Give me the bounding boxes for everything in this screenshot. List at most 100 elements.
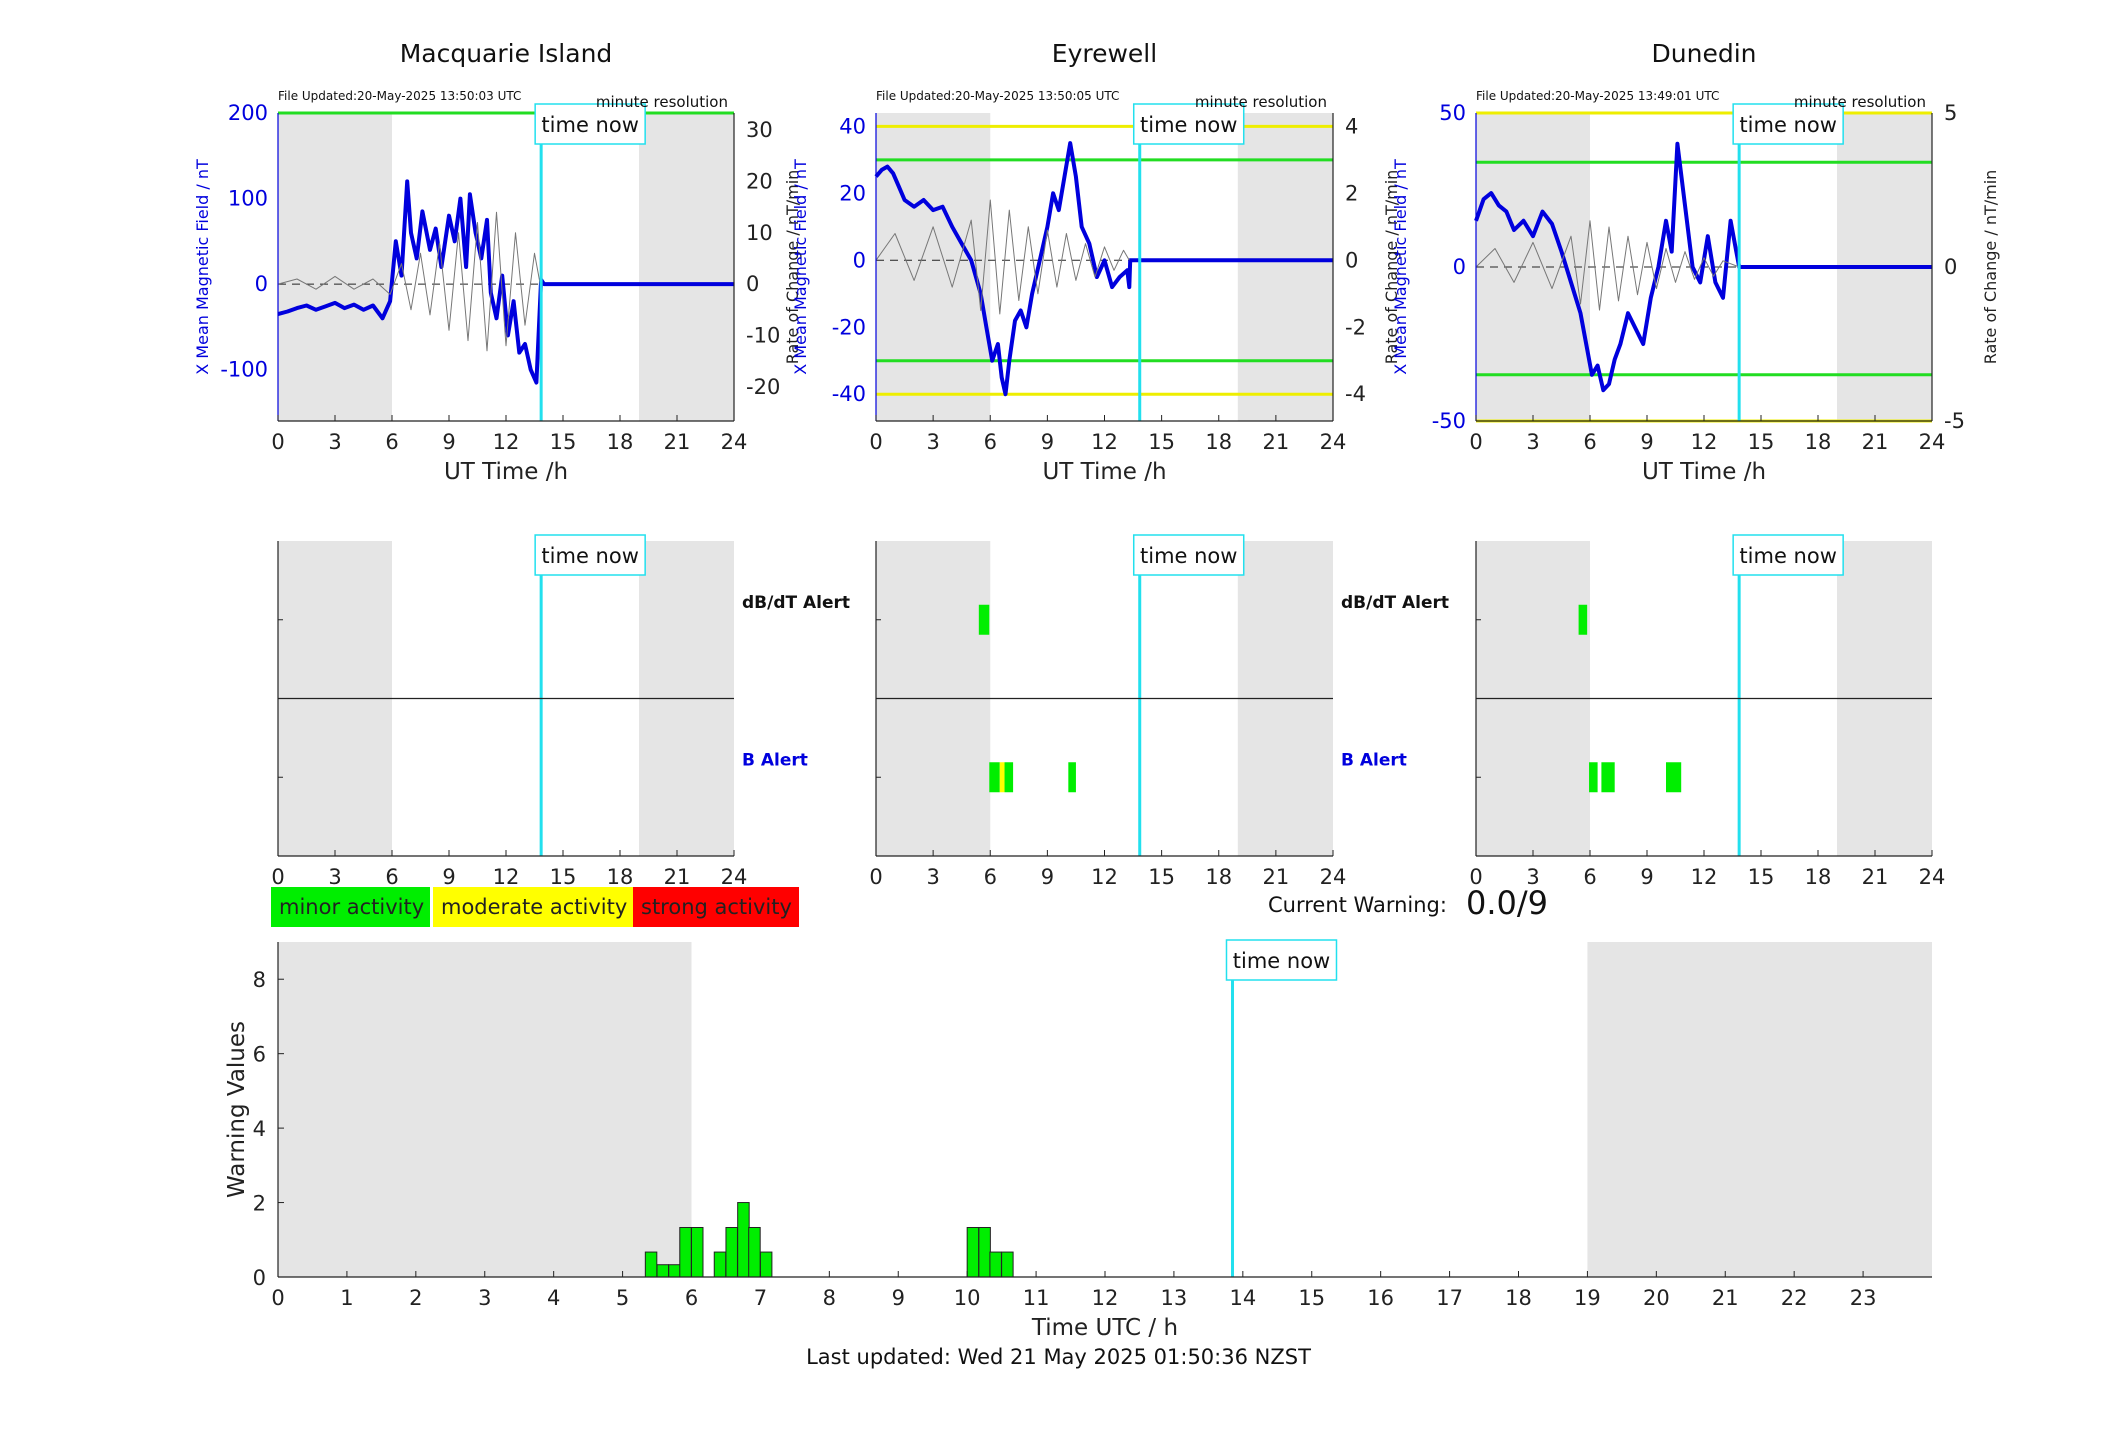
resolution-label: minute resolution <box>1195 93 1327 111</box>
y-tick-label: 4 <box>253 1117 266 1141</box>
y-right-tick-label: 4 <box>1345 114 1358 138</box>
night-shading <box>278 942 692 1277</box>
x-tick-label: 3 <box>478 1286 491 1310</box>
x-tick-label: 18 <box>1805 430 1832 454</box>
y-right-tick-label: 10 <box>746 221 773 245</box>
warning-bar <box>713 1251 727 1278</box>
y-right-tick-label: -10 <box>746 323 780 347</box>
x-tick-label: 3 <box>328 430 341 454</box>
y-left-tick-label: 0 <box>255 272 268 296</box>
alert-block <box>1589 762 1598 793</box>
x-tick-label: 21 <box>1263 865 1290 889</box>
y-left-axis-label: X Mean Magnetic Field / nT <box>193 159 212 375</box>
x-tick-label: 6 <box>984 430 997 454</box>
warning-bar <box>656 1264 670 1278</box>
x-tick-label: 7 <box>754 1286 767 1310</box>
time-now-label: time now <box>534 534 646 576</box>
y-right-tick-label: 2 <box>1345 181 1358 205</box>
y-left-tick-label: -40 <box>832 382 866 406</box>
x-tick-label: 9 <box>892 1286 905 1310</box>
y-left-tick-label: 100 <box>228 187 268 211</box>
x-tick-label: 2 <box>409 1286 422 1310</box>
rate-of-change-series <box>1475 220 1740 311</box>
x-tick-label: 22 <box>1781 1286 1808 1310</box>
y-left-tick-label: -20 <box>832 315 866 339</box>
x-tick-label: 3 <box>926 430 939 454</box>
legend-moderate: moderate activity <box>433 887 633 927</box>
last-updated: Last updated: Wed 21 May 2025 01:50:36 N… <box>806 1345 1311 1369</box>
x-tick-label: 21 <box>1263 430 1290 454</box>
row-label-b: B Alert <box>742 750 808 770</box>
x-tick-label: 9 <box>442 865 455 889</box>
x-tick-label: 0 <box>1469 865 1482 889</box>
x-tick-label: 11 <box>1023 1286 1050 1310</box>
alert-block <box>1068 762 1076 793</box>
x-tick-label: 6 <box>685 1286 698 1310</box>
panel-title: Dunedin <box>1652 39 1757 68</box>
x-tick-label: 24 <box>721 865 748 889</box>
y-left-tick-label: 0 <box>853 248 866 272</box>
file-updated: File Updated:20-May-2025 13:50:03 UTC <box>278 89 521 103</box>
x-tick-label: 23 <box>1850 1286 1877 1310</box>
warning-bar <box>966 1226 980 1278</box>
warning-bar <box>668 1264 681 1278</box>
time-now-text: time now <box>541 544 638 568</box>
x-tick-label: 15 <box>550 865 577 889</box>
night-shading <box>278 113 392 421</box>
time-now-text: time now <box>1739 544 1836 568</box>
x-tick-label: 10 <box>954 1286 981 1310</box>
x-tick-label: 18 <box>607 430 634 454</box>
x-axis-label: Time UTC / h <box>1031 1315 1178 1341</box>
alert-block <box>978 604 990 635</box>
y-left-tick-label: -100 <box>220 358 268 382</box>
x-tick-label: 13 <box>1161 1286 1188 1310</box>
x-field-series <box>874 141 1333 397</box>
time-now-box <box>534 534 646 576</box>
x-tick-label: 6 <box>1583 430 1596 454</box>
night-shading <box>639 113 734 421</box>
y-left-tick-label: 50 <box>1439 101 1466 125</box>
x-tick-label: 0 <box>869 865 882 889</box>
warning-bar <box>644 1251 658 1278</box>
y-tick-label: 8 <box>253 968 266 992</box>
warning-bar <box>989 1251 1002 1278</box>
row-label-dbdt: dB/dT Alert <box>1341 593 1449 613</box>
y-right-tick-label: 0 <box>746 272 759 296</box>
y-right-tick-label: 30 <box>746 118 773 142</box>
y-left-tick-label: 40 <box>839 114 866 138</box>
x-tick-label: 9 <box>442 430 455 454</box>
x-tick-label: 21 <box>664 865 691 889</box>
time-now-label: time now <box>1732 103 1844 145</box>
time-now-box <box>534 103 646 145</box>
time-now-label: time now <box>1132 103 1245 145</box>
time-now-text: time now <box>1140 544 1237 568</box>
x-tick-label: 6 <box>385 430 398 454</box>
file-updated: File Updated:20-May-2025 13:49:01 UTC <box>1476 89 1719 103</box>
x-tick-label: 6 <box>1583 865 1596 889</box>
alert-block <box>1004 762 1014 793</box>
x-tick-label: 21 <box>664 430 691 454</box>
time-now-box <box>1132 103 1245 145</box>
current-warning-label: Current Warning: <box>1268 893 1447 917</box>
y-right-axis-label: Rate of Change / nT/min <box>783 170 802 365</box>
y-right-axis-label: Rate of Change / nT/min <box>1981 170 2000 365</box>
x-tick-label: 15 <box>550 430 577 454</box>
y-left-tick-label: 20 <box>839 181 866 205</box>
x-tick-label: 0 <box>271 865 284 889</box>
x-tick-label: 18 <box>1805 865 1832 889</box>
x-tick-label: 5 <box>616 1286 629 1310</box>
rate-of-change-series <box>875 199 1130 315</box>
time-now-box <box>1732 534 1844 576</box>
x-tick-label: 0 <box>271 430 284 454</box>
x-tick-label: 0 <box>271 1286 284 1310</box>
x-tick-label: 21 <box>1712 1286 1739 1310</box>
night-shading <box>1237 113 1333 421</box>
time-now-box <box>1132 534 1245 576</box>
warning-bar <box>679 1226 692 1278</box>
x-tick-label: 9 <box>1640 865 1653 889</box>
y-left-tick-label: 0 <box>1453 255 1466 279</box>
y-right-tick-label: 5 <box>1944 101 1957 125</box>
y-right-tick-label: 0 <box>1944 255 1957 279</box>
x-tick-label: 18 <box>607 865 634 889</box>
x-tick-label: 15 <box>1298 1286 1325 1310</box>
